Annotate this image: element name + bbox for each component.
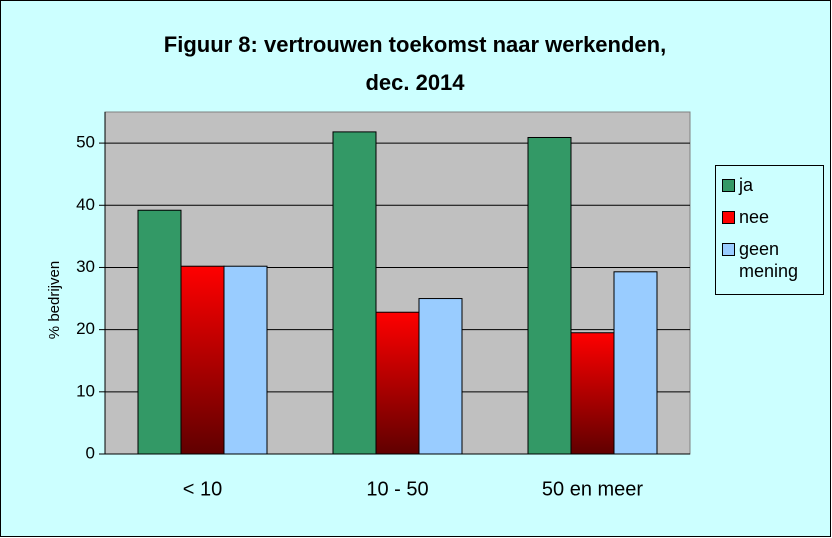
chart-title: Figuur 8: vertrouwen toekomst naar werke…: [164, 32, 666, 57]
legend-item: ja: [722, 174, 817, 196]
legend: ja nee geen mening: [715, 165, 824, 295]
legend-label: geen mening: [739, 239, 799, 281]
bar: [223, 265, 268, 455]
bar: [332, 131, 377, 455]
legend-swatch: [722, 211, 735, 224]
y-axis-label: % bedrijven: [46, 261, 63, 339]
legend-swatch: [722, 179, 735, 192]
legend-item: geen mening: [722, 238, 817, 282]
chart-title: dec. 2014: [365, 70, 465, 95]
y-tick-label: 50: [76, 133, 95, 152]
y-tick-label: 0: [86, 443, 95, 462]
bar: [137, 209, 182, 455]
bar: [180, 265, 225, 455]
y-tick-label: 30: [76, 257, 95, 276]
legend-label: nee: [739, 207, 770, 227]
legend-label: ja: [739, 175, 754, 195]
legend-swatch: [722, 243, 735, 256]
legend-item: nee: [722, 206, 817, 228]
y-tick-label: 20: [76, 319, 95, 338]
x-tick-label: < 10: [183, 478, 222, 500]
x-tick-label: 50 en meer: [542, 478, 644, 500]
y-tick-label: 40: [76, 195, 95, 214]
y-tick-label: 10: [76, 381, 95, 400]
bar: [613, 271, 658, 455]
bar: [375, 311, 420, 455]
bar: [570, 332, 615, 455]
bar: [418, 298, 463, 455]
x-tick-label: 10 - 50: [366, 478, 428, 500]
bar: [527, 136, 572, 455]
